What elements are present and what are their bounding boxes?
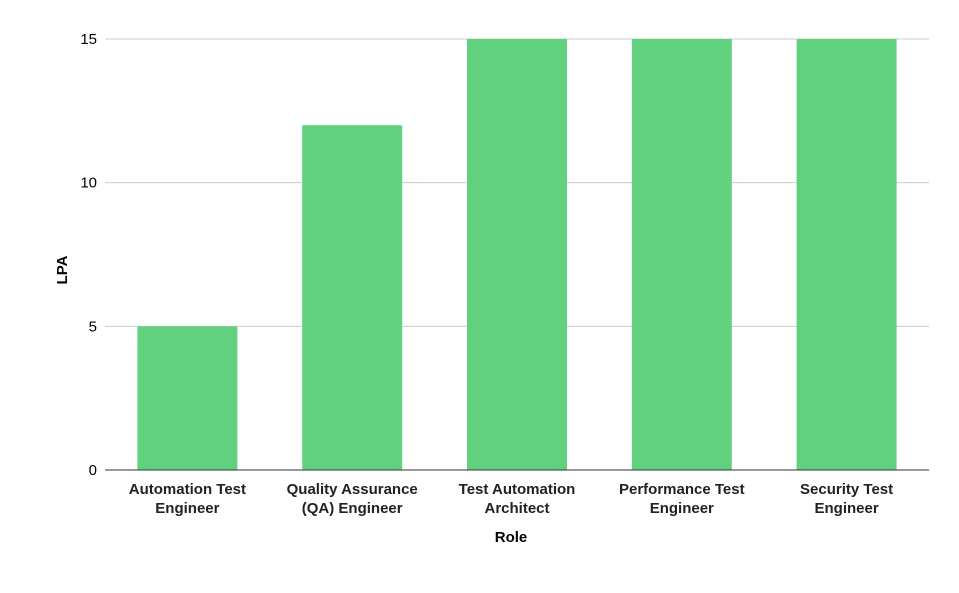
x-tick-label: Automation Test Engineer [129,481,246,517]
bar [137,326,238,470]
y-tick-label: 10 [80,175,97,192]
x-tick-labels: Automation Test Engineer Quality Assurance… [129,481,893,517]
bar [631,39,732,470]
bar [467,39,567,470]
x-tick-label-line: (QA) Engineer [302,500,403,517]
x-tick-label-line: Engineer [650,500,714,517]
x-tick-label-line: Performance Test [619,481,745,498]
x-tick-label-line: Quality Assurance [287,481,418,498]
bar [302,125,403,470]
x-axis-title: Role [495,529,528,546]
x-tick-label-line: Engineer [155,500,219,517]
x-tick-label: Test Automation Architect [459,481,576,517]
x-tick-label-line: Test Automation [459,481,576,498]
x-tick-label: Performance Test Engineer [619,481,745,517]
x-tick-label: Quality Assurance (QA) Engineer [287,481,418,517]
bars [137,39,897,470]
y-tick-label: 0 [89,462,97,479]
y-tick-label: 15 [80,31,97,48]
x-tick-label-line: Security Test [800,481,893,498]
bar [796,39,897,470]
x-tick-label-line: Architect [484,500,549,517]
y-tick-label: 5 [89,318,97,335]
y-axis-title: LPA [54,255,71,284]
x-tick-label-line: Automation Test [129,481,246,498]
x-tick-label: Security Test Engineer [800,481,893,517]
x-tick-label-line: Engineer [815,500,879,517]
y-tick-labels: 0 5 10 15 [80,31,97,479]
